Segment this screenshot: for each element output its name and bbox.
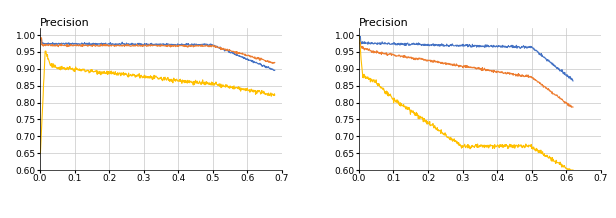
Legend: L=30, L=20, L=10: L=30, L=20, L=10 [382,215,539,218]
Text: Precision: Precision [40,18,90,27]
Text: Precision: Precision [359,18,409,27]
Legend: L=30, L=20, L=10: L=30, L=20, L=10 [63,215,220,218]
